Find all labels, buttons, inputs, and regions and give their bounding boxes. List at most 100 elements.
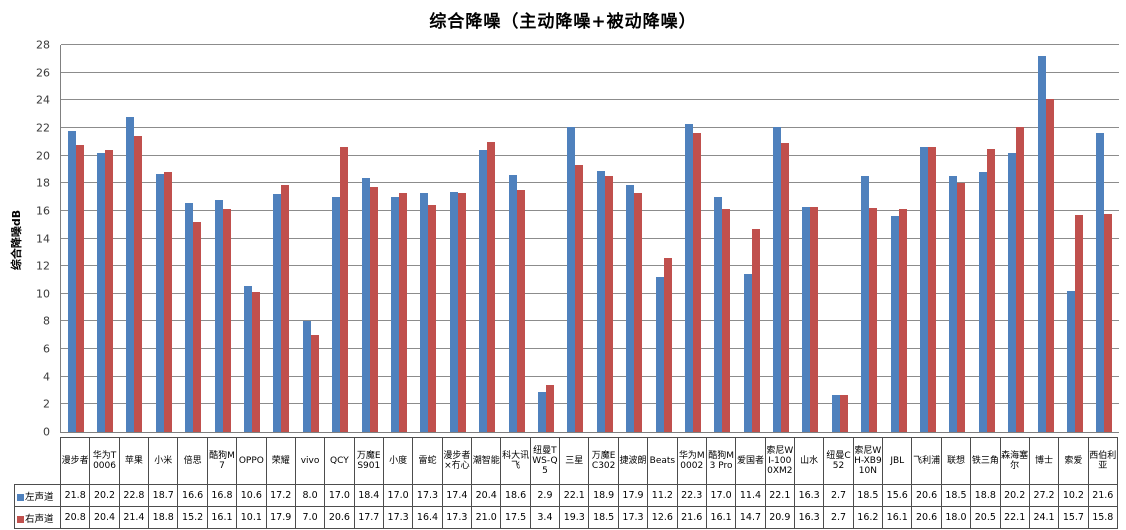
bar-group xyxy=(972,45,1001,432)
bar-左声道 xyxy=(449,191,458,432)
bar-group xyxy=(855,45,884,432)
value-cell: 18.5 xyxy=(588,506,619,529)
value-cell: 18.9 xyxy=(588,484,619,507)
table-body: 漫步者 华为T0006 苹果 小米 倍思 酷狗M7 OPPO 荣耀 vivo QCY 万魔ES901… xyxy=(14,437,1119,529)
data-table: 漫步者 华为T0006 苹果 小米 倍思 酷狗M7 OPPO 荣耀 vivo QCY 万魔ES901… xyxy=(14,437,1119,529)
bar-左声道 xyxy=(361,177,370,432)
bar-左声道 xyxy=(861,176,870,432)
y-tick-label: 12 xyxy=(36,259,50,273)
bar-左声道 xyxy=(1037,56,1046,432)
bar-右声道 xyxy=(575,165,584,432)
value-cell: 2.7 xyxy=(823,506,854,529)
bar-左声道 xyxy=(508,174,517,432)
bar-group xyxy=(326,45,355,432)
bar-group xyxy=(1031,45,1060,432)
bar-group xyxy=(149,45,178,432)
column-header: 雷蛇 xyxy=(412,437,443,485)
bar-左声道 xyxy=(1008,152,1017,432)
bar-group xyxy=(678,45,707,432)
gridline xyxy=(61,154,1119,156)
column-header: Beats xyxy=(647,437,678,485)
value-cell: 2.7 xyxy=(823,484,854,507)
value-cell: 18.4 xyxy=(353,484,384,507)
bar-group xyxy=(531,45,560,432)
column-header: 万魔EC302 xyxy=(588,437,619,485)
bar-左声道 xyxy=(244,285,253,432)
column-header: 酷狗M3 Pro xyxy=(705,437,737,485)
bar-左声道 xyxy=(273,194,282,432)
column-header: 科大讯飞 xyxy=(500,437,531,485)
value-cell: 3.4 xyxy=(529,506,561,529)
gridline xyxy=(61,292,1119,294)
value-cell: 17.3 xyxy=(617,506,649,529)
value-cell: 22.1 xyxy=(764,484,795,507)
column-header: 漫步者 xyxy=(59,437,91,485)
bar-右声道 xyxy=(487,141,496,432)
value-cell: 15.8 xyxy=(1087,506,1119,529)
bar-group xyxy=(120,45,149,432)
bar-group xyxy=(649,45,678,432)
value-cell: 21.4 xyxy=(118,506,150,529)
legend-swatch-icon xyxy=(17,515,24,523)
value-cell: 22.1 xyxy=(999,506,1030,529)
gridline xyxy=(61,403,1119,405)
column-header: 华为T0006 xyxy=(89,437,120,485)
bar-右声道 xyxy=(1104,213,1113,432)
bar-右声道 xyxy=(428,205,437,432)
bar-右声道 xyxy=(634,192,643,432)
column-header: 索爱 xyxy=(1058,437,1089,485)
value-cell: 17.7 xyxy=(353,506,384,529)
bar-group xyxy=(179,45,208,432)
legend-swatch-icon xyxy=(17,493,24,501)
bar-group xyxy=(296,45,325,432)
value-cell: 20.5 xyxy=(970,506,1001,529)
gridline xyxy=(61,182,1119,184)
bar-右声道 xyxy=(781,143,790,432)
column-header: 荣耀 xyxy=(265,437,296,485)
bar-左声道 xyxy=(155,173,164,432)
gridline xyxy=(61,126,1119,128)
y-tick-label: 8 xyxy=(43,314,50,328)
bar-group xyxy=(708,45,737,432)
bar-右声道 xyxy=(545,385,554,432)
bar-group xyxy=(414,45,443,432)
series-row-header: 左声道 xyxy=(14,484,61,507)
gridline xyxy=(61,348,1119,350)
value-cell: 19.3 xyxy=(559,506,590,529)
bar-group xyxy=(502,45,531,432)
value-cell: 14.7 xyxy=(735,506,766,529)
bar-左声道 xyxy=(185,202,194,432)
y-tick-label: 22 xyxy=(36,121,50,135)
bar-左声道 xyxy=(332,197,341,432)
value-cell: 16.3 xyxy=(793,484,825,507)
value-cell: 16.8 xyxy=(206,484,238,507)
bar-左声道 xyxy=(978,172,987,432)
bar-group xyxy=(796,45,825,432)
column-header: 西伯利亚 xyxy=(1087,437,1119,485)
column-header: OPPO xyxy=(236,437,267,485)
bar-右声道 xyxy=(957,183,966,432)
column-header: 爱国者 xyxy=(735,437,766,485)
bar-group xyxy=(561,45,590,432)
bar-左声道 xyxy=(655,277,664,432)
value-cell: 16.1 xyxy=(705,506,737,529)
bar-左声道 xyxy=(802,206,811,432)
value-cell: 17.5 xyxy=(500,506,531,529)
column-header: 小度 xyxy=(382,437,414,485)
value-cell: 16.1 xyxy=(882,506,913,529)
value-cell: 10.6 xyxy=(236,484,267,507)
column-header: 山水 xyxy=(793,437,825,485)
bar-右声道 xyxy=(75,144,84,432)
bar-左声道 xyxy=(684,123,693,432)
value-cell: 18.6 xyxy=(500,484,531,507)
value-cell: 20.9 xyxy=(764,506,795,529)
bar-group xyxy=(355,45,384,432)
bar-group xyxy=(61,45,90,432)
value-cell: 20.6 xyxy=(324,506,355,529)
value-cell: 17.3 xyxy=(382,506,414,529)
bar-左声道 xyxy=(714,197,723,432)
y-tick-label: 18 xyxy=(36,176,50,190)
bar-左声道 xyxy=(390,197,399,432)
column-header: 三星 xyxy=(559,437,590,485)
value-cell: 21.6 xyxy=(676,506,707,529)
